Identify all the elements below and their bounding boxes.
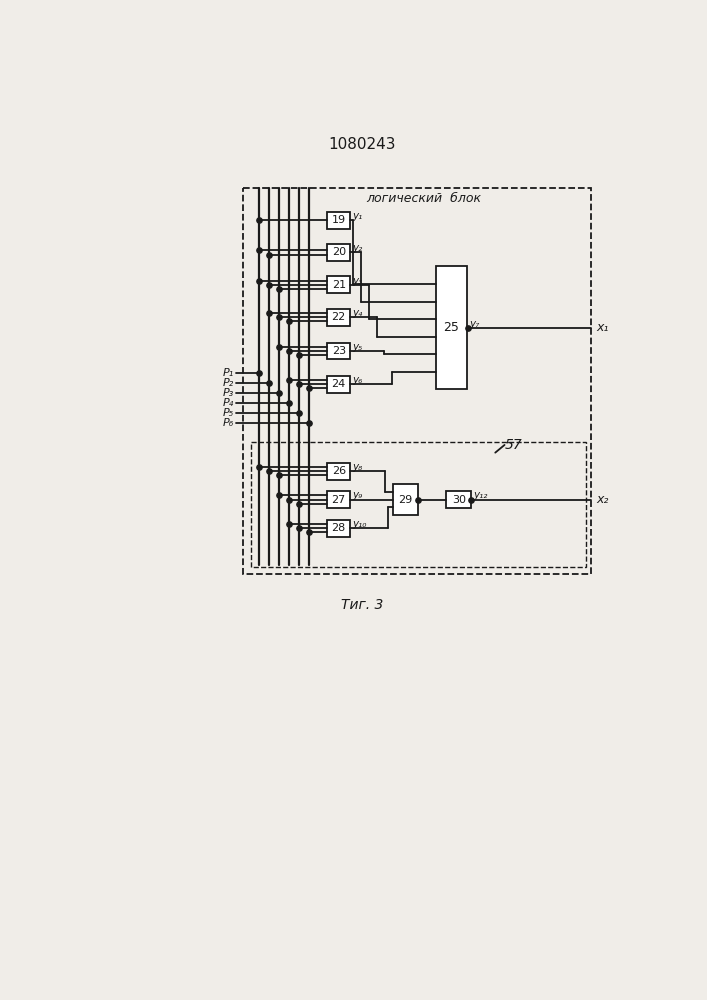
Text: y₉: y₉ <box>353 490 363 500</box>
Bar <box>327 491 351 508</box>
Bar <box>327 276 351 293</box>
Text: y₁₂: y₁₂ <box>474 490 488 500</box>
Text: 29: 29 <box>398 495 412 505</box>
Text: 22: 22 <box>332 312 346 322</box>
Text: 26: 26 <box>332 466 346 476</box>
Bar <box>436 266 467 389</box>
Text: логический  блок: логический блок <box>366 192 481 205</box>
Text: P₂: P₂ <box>223 378 234 388</box>
Text: 57: 57 <box>505 438 522 452</box>
Text: 28: 28 <box>332 523 346 533</box>
Text: 30: 30 <box>452 495 466 505</box>
Text: P₁: P₁ <box>223 368 234 378</box>
Text: y₄: y₄ <box>353 308 363 318</box>
Text: P₃: P₃ <box>223 388 234 398</box>
Bar <box>251 442 586 567</box>
Text: 23: 23 <box>332 346 346 356</box>
Bar <box>327 343 351 359</box>
Text: x₁: x₁ <box>597 321 609 334</box>
Text: y₆: y₆ <box>353 375 363 385</box>
Text: Τиг. 3: Τиг. 3 <box>341 598 383 612</box>
Text: y₈: y₈ <box>353 462 363 472</box>
Text: P₄: P₄ <box>223 398 234 408</box>
Text: 19: 19 <box>332 215 346 225</box>
Text: 1080243: 1080243 <box>328 137 396 152</box>
Text: y₇: y₇ <box>469 319 479 329</box>
Bar <box>393 484 418 515</box>
Text: P₅: P₅ <box>223 408 234 418</box>
Text: y₃: y₃ <box>353 276 363 286</box>
Bar <box>446 491 472 508</box>
Text: 24: 24 <box>332 379 346 389</box>
Text: 20: 20 <box>332 247 346 257</box>
Bar <box>327 309 351 326</box>
Text: 25: 25 <box>443 321 459 334</box>
Text: x₂: x₂ <box>597 493 609 506</box>
Text: 27: 27 <box>332 495 346 505</box>
Text: y₅: y₅ <box>353 342 363 352</box>
Bar <box>327 463 351 480</box>
Text: P₆: P₆ <box>223 418 234 428</box>
Text: y₁₀: y₁₀ <box>353 519 367 529</box>
Text: y₂: y₂ <box>353 243 363 253</box>
Bar <box>327 520 351 537</box>
Bar <box>327 212 351 229</box>
Bar <box>327 376 351 393</box>
Text: y₁: y₁ <box>353 211 363 221</box>
Bar <box>327 244 351 261</box>
Text: 21: 21 <box>332 280 346 290</box>
Bar <box>243 188 590 574</box>
